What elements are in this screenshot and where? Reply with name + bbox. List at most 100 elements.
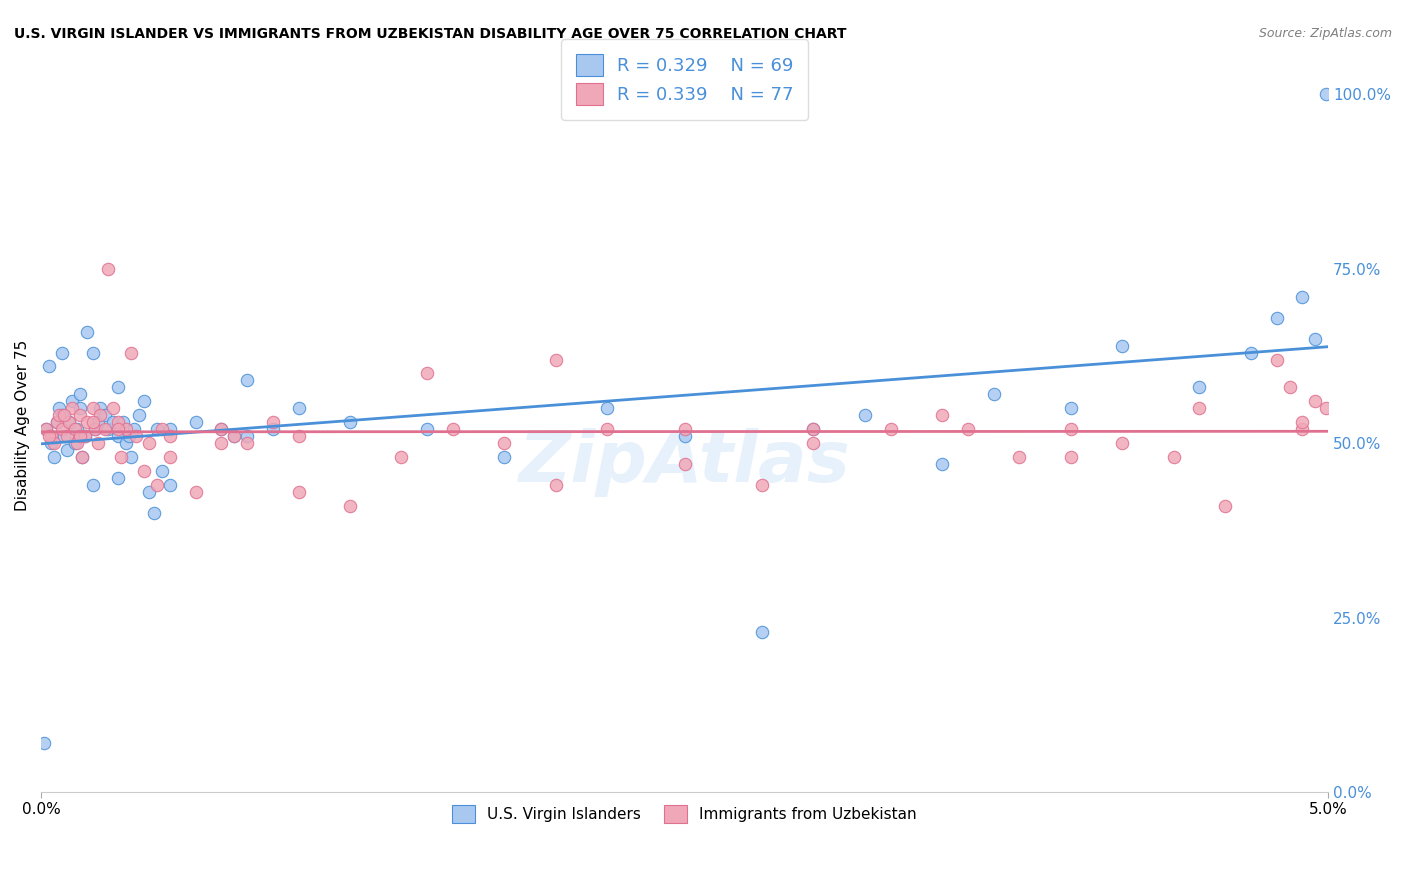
Point — [107, 471, 129, 485]
Point — [97, 261, 120, 276]
Point — [42, 450, 65, 465]
Point — [1303, 332, 1326, 346]
Point — [236, 436, 259, 450]
Point — [494, 436, 516, 450]
Point — [339, 415, 361, 429]
Point — [150, 464, 173, 478]
Point — [35, 422, 58, 436]
Text: U.S. VIRGIN ISLANDER VS IMMIGRANTS FROM UZBEKISTAN DISABILITY AGE OVER 75 CORREL: U.S. VIRGIN ISLANDER VS IMMIGRANTS FROM … — [14, 27, 846, 41]
Point — [56, 429, 79, 443]
Point — [596, 422, 619, 436]
Point — [159, 422, 181, 436]
Point — [339, 499, 361, 513]
Point — [87, 436, 110, 450]
Point — [117, 429, 139, 443]
Point — [1213, 499, 1236, 513]
Point — [1265, 310, 1288, 325]
Point — [69, 401, 91, 416]
Point — [35, 422, 58, 436]
Point — [38, 429, 60, 443]
Point — [66, 436, 89, 450]
Point — [82, 478, 104, 492]
Point — [1060, 401, 1083, 416]
Point — [58, 415, 80, 429]
Point — [60, 394, 83, 409]
Point — [1060, 422, 1083, 436]
Point — [76, 415, 98, 429]
Point — [391, 450, 413, 465]
Point — [120, 345, 142, 359]
Point — [224, 429, 246, 443]
Point — [94, 422, 117, 436]
Point — [82, 415, 104, 429]
Point — [262, 415, 284, 429]
Point — [287, 401, 309, 416]
Point — [53, 429, 76, 443]
Point — [1315, 87, 1337, 102]
Point — [416, 422, 439, 436]
Point — [956, 422, 979, 436]
Point — [107, 422, 129, 436]
Point — [150, 422, 173, 436]
Point — [66, 422, 89, 436]
Point — [45, 415, 67, 429]
Point — [416, 367, 439, 381]
Point — [110, 450, 132, 465]
Point — [125, 429, 148, 443]
Point — [84, 422, 107, 436]
Point — [801, 422, 824, 436]
Point — [63, 422, 86, 436]
Point — [159, 450, 181, 465]
Point — [69, 409, 91, 423]
Point — [262, 422, 284, 436]
Point — [146, 478, 169, 492]
Point — [120, 450, 142, 465]
Point — [236, 429, 259, 443]
Point — [544, 352, 567, 367]
Point — [931, 409, 953, 423]
Point — [115, 436, 138, 450]
Point — [38, 359, 60, 374]
Point — [1163, 450, 1185, 465]
Point — [1188, 401, 1211, 416]
Point — [87, 415, 110, 429]
Point — [1315, 401, 1337, 416]
Point — [112, 415, 135, 429]
Point — [122, 422, 145, 436]
Point — [69, 429, 91, 443]
Point — [1240, 345, 1263, 359]
Point — [1278, 380, 1301, 394]
Point — [73, 429, 96, 443]
Point — [60, 401, 83, 416]
Point — [673, 429, 696, 443]
Point — [853, 409, 876, 423]
Point — [673, 422, 696, 436]
Legend: U.S. Virgin Islanders, Immigrants from Uzbekistan: U.S. Virgin Islanders, Immigrants from U… — [440, 792, 929, 836]
Point — [287, 429, 309, 443]
Point — [89, 409, 111, 423]
Point — [1291, 415, 1313, 429]
Point — [673, 457, 696, 471]
Point — [287, 485, 309, 500]
Point — [97, 422, 120, 436]
Point — [441, 422, 464, 436]
Point — [1265, 352, 1288, 367]
Point — [132, 394, 155, 409]
Point — [45, 415, 67, 429]
Point — [63, 436, 86, 450]
Point — [143, 506, 166, 520]
Point — [1111, 436, 1133, 450]
Point — [184, 415, 207, 429]
Point — [983, 387, 1005, 401]
Point — [103, 401, 125, 416]
Point — [115, 422, 138, 436]
Point — [1008, 450, 1031, 465]
Point — [879, 422, 901, 436]
Point — [41, 429, 63, 443]
Point — [41, 436, 63, 450]
Point — [132, 464, 155, 478]
Point — [58, 415, 80, 429]
Point — [1188, 380, 1211, 394]
Point — [51, 409, 73, 423]
Point — [138, 485, 160, 500]
